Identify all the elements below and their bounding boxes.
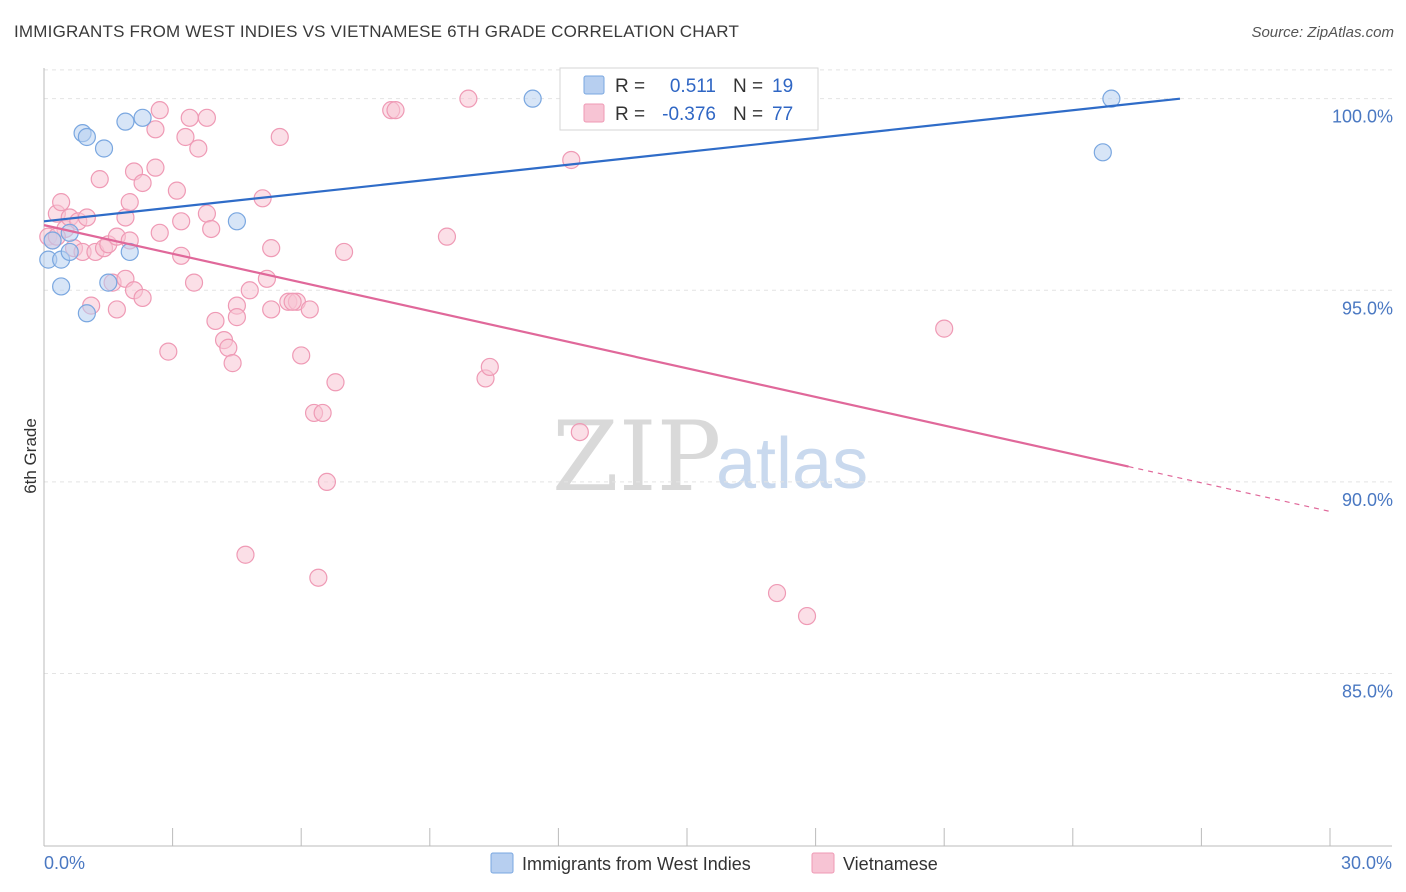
x-tick-label-min: 0.0% <box>44 853 85 873</box>
vietnamese-point <box>180 108 199 127</box>
west-indies-point <box>52 277 71 296</box>
series-legend-label-vietnamese: Vietnamese <box>843 854 938 874</box>
y-tick-labels: 85.0% 90.0% 95.0% 100.0% <box>1332 107 1393 702</box>
vietnamese-point <box>236 545 255 564</box>
vietnamese-point <box>334 242 354 262</box>
west-indies-point <box>1093 143 1112 162</box>
vietnamese-point <box>150 223 169 242</box>
vietnamese-point <box>386 101 405 120</box>
west-indies-trend-line <box>43 97 1181 223</box>
legend-swatch-pink <box>583 103 605 123</box>
vietnamese-point <box>159 342 178 361</box>
trend-extension <box>1128 465 1331 513</box>
chart-title: IMMIGRANTS FROM WEST INDIES VS VIETNAMES… <box>14 22 740 41</box>
vietnamese-trend-line <box>43 224 1129 468</box>
vietnamese-point <box>176 127 195 147</box>
series-legend-label-west-indies: Immigrants from West Indies <box>522 854 751 874</box>
vietnamese-point <box>90 170 109 189</box>
legend-n-label-2: N = <box>733 104 763 125</box>
vietnamese-point <box>206 311 225 331</box>
y-tick-label: 100.0% <box>1332 107 1393 127</box>
legend-r-label-1: R = <box>615 76 645 97</box>
vietnamese-point <box>133 173 152 193</box>
west-indies-point <box>43 231 62 250</box>
vietnamese-point <box>146 158 165 177</box>
west-indies-point <box>133 108 152 127</box>
vietnamese-point <box>240 281 259 300</box>
vietnamese-point <box>309 568 328 587</box>
vietnamese-point <box>570 422 589 442</box>
vietnamese-point <box>189 139 208 158</box>
gridlines <box>44 69 1392 675</box>
legend-r-label-2: R = <box>615 104 645 125</box>
vietnamese-point <box>146 120 165 139</box>
axes <box>43 68 1392 847</box>
vietnamese-point <box>133 288 152 308</box>
vietnamese-point <box>326 373 345 392</box>
legend-r-value-2: -0.376 <box>662 104 716 125</box>
y-axis-title: 6th Grade <box>21 418 40 494</box>
vietnamese-point <box>797 606 817 626</box>
vietnamese-point <box>262 300 281 319</box>
legend-n-value-1: 19 <box>772 76 793 97</box>
legend-n-label-1: N = <box>733 76 763 97</box>
vietnamese-point <box>223 354 242 373</box>
west-indies-point <box>77 304 96 323</box>
west-indies-point <box>77 127 96 147</box>
vietnamese-point <box>317 472 337 492</box>
vietnamese-point <box>227 308 246 327</box>
vietnamese-point <box>184 273 204 292</box>
west-indies-point <box>94 139 114 158</box>
y-tick-label: 90.0% <box>1342 490 1393 510</box>
vietnamese-point <box>197 204 216 223</box>
vietnamese-point <box>52 193 71 212</box>
west-indies-point <box>60 242 79 262</box>
y-tick-label: 95.0% <box>1342 298 1393 318</box>
series-legend-swatch-blue <box>490 852 514 874</box>
series-legend-swatch-pink <box>811 852 835 874</box>
source-label: Source: ZipAtlas.com <box>1251 24 1394 41</box>
west-indies-points <box>39 89 1121 323</box>
watermark-zip: ZIP <box>552 401 721 513</box>
vietnamese-point <box>313 403 332 423</box>
vietnamese-point <box>270 127 289 147</box>
vietnamese-point <box>283 292 302 311</box>
vietnamese-point <box>459 89 478 108</box>
vietnamese-point <box>480 357 499 377</box>
y-tick-label: 85.0% <box>1342 682 1393 702</box>
trend-lines <box>43 97 1331 513</box>
west-indies-point <box>523 89 542 108</box>
vietnamese-point <box>167 181 186 200</box>
legend-swatch-blue <box>583 75 605 95</box>
west-indies-point <box>116 112 135 131</box>
vietnamese-points <box>39 89 954 626</box>
vietnamese-point <box>219 338 238 357</box>
watermark-atlas: atlas <box>716 424 868 504</box>
x-tick-label-max: 30.0% <box>1341 853 1392 873</box>
vietnamese-point <box>107 300 126 319</box>
vietnamese-point <box>202 219 221 239</box>
vietnamese-point <box>437 227 457 246</box>
legend-n-value-2: 77 <box>772 104 793 125</box>
series-legend: Immigrants from West Indies Vietnamese <box>490 852 938 874</box>
vietnamese-point <box>767 583 787 603</box>
west-indies-point <box>227 212 246 231</box>
stats-legend: R = 0.511 N = 19 R = -0.376 N = 77 <box>559 67 819 131</box>
vietnamese-point <box>150 101 169 120</box>
vietnamese-point <box>197 108 216 127</box>
x-ticks <box>43 828 1331 846</box>
legend-r-value-1: 0.511 <box>670 76 716 97</box>
vietnamese-point <box>262 239 281 258</box>
vietnamese-point <box>172 212 191 231</box>
vietnamese-point <box>120 193 139 212</box>
vietnamese-point <box>935 319 954 338</box>
vietnamese-point <box>300 300 319 319</box>
vietnamese-point <box>292 346 311 365</box>
west-indies-point <box>99 273 118 292</box>
